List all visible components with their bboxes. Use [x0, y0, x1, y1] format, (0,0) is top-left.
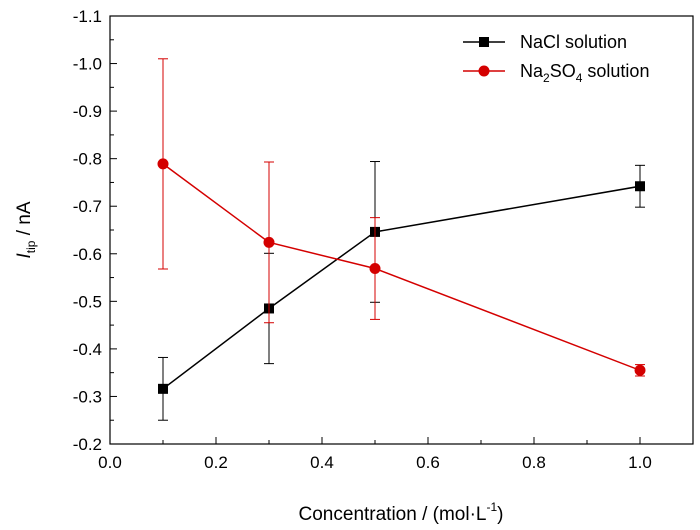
legend-label-part: NaCl solution: [520, 32, 627, 52]
x-tick-label: 0.0: [98, 453, 122, 472]
y-tick-label: -1.0: [73, 55, 102, 74]
data-point: [263, 236, 275, 248]
y-tick-label: -0.7: [73, 197, 102, 216]
x-tick-label: 0.2: [204, 453, 228, 472]
legend: NaCl solution Na2SO4 solution: [463, 32, 649, 85]
x-axis-title-close: ): [497, 504, 503, 525]
series-layer: [157, 58, 646, 421]
series-2: [157, 58, 646, 377]
y-tick-label: -0.9: [73, 102, 102, 121]
data-point: [369, 263, 381, 275]
axis-tick-labels: 0.0 0.2 0.4 0.6 0.8 1.0 -1.1 -1.0 -0.9 -0.8 -0.7 -0…: [73, 7, 652, 472]
series-line: [162, 163, 641, 371]
legend-marker: [478, 65, 490, 77]
data-point: [635, 181, 645, 192]
data-point: [158, 383, 168, 394]
y-tick-label: -0.6: [73, 245, 102, 264]
legend-label: NaCl solution: [520, 32, 627, 52]
y-axis-title-rest: / nA: [14, 201, 35, 240]
legend-label-part: 2: [543, 71, 550, 85]
y-axis-title: Itip / nA: [14, 201, 38, 258]
legend-label-part: solution: [582, 61, 649, 81]
x-tick-label: 1.0: [628, 453, 652, 472]
x-axis-title: Concentration / (mol·L-1): [299, 500, 504, 525]
y-tick-label: -1.1: [73, 7, 102, 26]
y-axis-title-sub: tip: [24, 240, 38, 253]
data-point: [634, 364, 646, 376]
legend-label: Na2SO4 solution: [520, 61, 649, 85]
y-tick-label: -0.8: [73, 150, 102, 169]
y-tick-label: -0.3: [73, 387, 102, 406]
y-tick-label: -0.2: [73, 435, 102, 454]
legend-label-part: Na: [520, 61, 544, 81]
data-point: [157, 158, 169, 170]
y-tick-label: -0.4: [73, 340, 102, 359]
axis-ticks: [109, 15, 641, 445]
x-tick-label: 0.4: [310, 453, 334, 472]
legend-marker: [479, 37, 489, 47]
series-line: [162, 185, 641, 390]
x-axis-title-sup: -1: [486, 500, 497, 514]
x-axis-title-main: Concentration / (mol·L: [299, 504, 487, 525]
x-tick-label: 0.6: [416, 453, 440, 472]
x-tick-label: 0.8: [522, 453, 546, 472]
series-1: [158, 161, 645, 421]
legend-label-part: SO: [550, 61, 576, 81]
y-axis-title-symbol: I: [14, 253, 35, 259]
y-tick-label: -0.5: [73, 292, 102, 311]
legend-label-part: 4: [576, 71, 583, 85]
